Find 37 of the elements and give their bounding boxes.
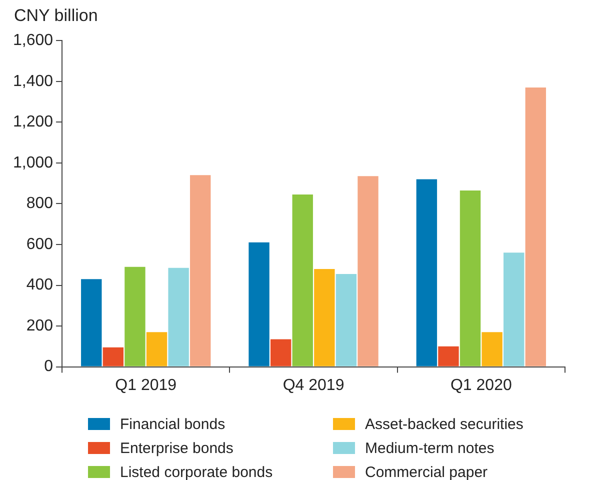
x-tick-label: Q1 2019 [115, 376, 177, 394]
bar [168, 268, 189, 366]
bar [292, 194, 313, 366]
bar [124, 266, 146, 366]
bar [314, 268, 335, 366]
x-tick-label: Q1 2020 [450, 376, 512, 394]
y-tick-label: 1,600 [12, 32, 54, 50]
legend-label: Financial bonds [120, 416, 226, 432]
legend-label: Medium-term notes [365, 440, 494, 456]
legend-label: Asset-backed securities [365, 416, 524, 432]
bar [336, 274, 357, 366]
bar [81, 279, 102, 366]
legend-label: Listed corporate bonds [120, 464, 273, 480]
y-tick-label: 1,200 [12, 114, 54, 131]
bar [190, 175, 211, 366]
y-axis-title: CNY billion [14, 6, 98, 26]
bar [482, 332, 502, 366]
bar [525, 87, 546, 366]
y-tick-label: 0 [44, 358, 54, 376]
x-tick-label: Q4 2019 [282, 376, 344, 394]
bar [146, 332, 168, 366]
bar [438, 346, 459, 366]
y-tick-label: 800 [26, 195, 54, 212]
bar [102, 347, 124, 366]
bar [248, 242, 270, 366]
y-tick-label: 1,000 [12, 154, 54, 172]
bar [416, 179, 438, 366]
y-tick-label: 400 [26, 276, 54, 294]
bar [460, 190, 481, 366]
legend-label: Commercial paper [365, 464, 488, 480]
y-tick-label: 200 [26, 317, 54, 334]
y-tick-label: 1,400 [12, 72, 54, 90]
bar [358, 176, 378, 366]
legend-label: Enterprise bonds [120, 440, 234, 456]
y-tick-label: 600 [26, 236, 54, 253]
bar [504, 252, 524, 366]
bar [270, 339, 292, 366]
